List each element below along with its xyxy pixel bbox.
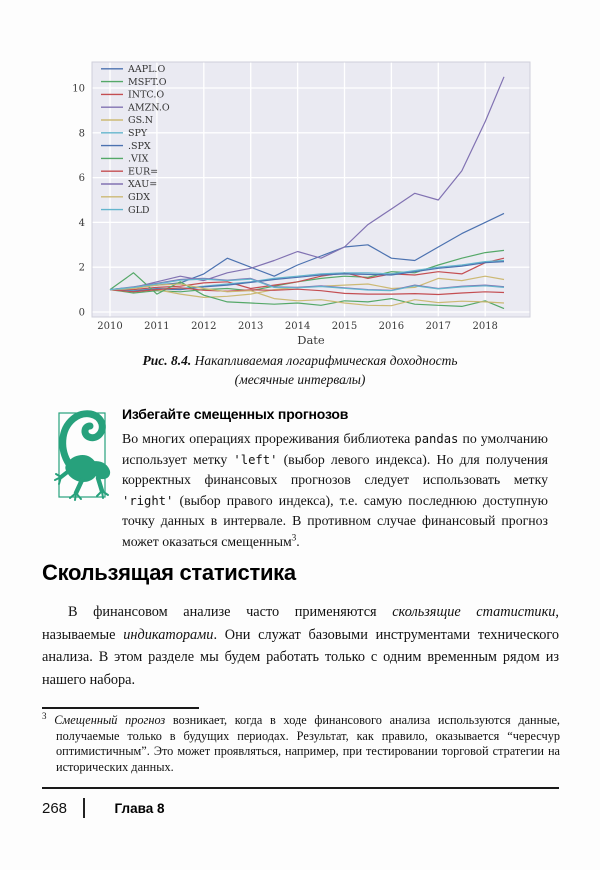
legend-label-AMZN.O: AMZN.O xyxy=(127,102,170,113)
page-footer: 268 Глава 8 xyxy=(42,795,559,821)
footnote: 3 Смещенный прогноз возникает, когда в х… xyxy=(42,710,561,774)
figure-caption: Рис. 8.4. Накапливаемая логарифмическая … xyxy=(0,351,600,389)
x-tick-label: 2015 xyxy=(332,321,357,332)
x-tick-label: 2016 xyxy=(379,321,404,332)
legend-label-AAPL.O: AAPL.O xyxy=(127,64,165,75)
cumulative-log-returns-chart: 2010 2011 2012 2013 2014 2015 2016 2017 2018 0 2 4 6… xyxy=(70,56,540,348)
lizard-icon-svg xyxy=(54,410,111,501)
y-tick-label: 10 xyxy=(72,84,85,95)
x-tick-label: 2014 xyxy=(285,321,310,332)
legend-label-GS.N: GS.N xyxy=(128,115,153,126)
figure-caption-line1: Рис. 8.4. Накапливаемая логарифмическая … xyxy=(0,351,600,370)
footnote-separator xyxy=(42,707,199,709)
legend-label-.VIX: .VIX xyxy=(128,154,149,165)
tip-content: Избегайте смещенных прогнозов Во многих … xyxy=(122,400,548,552)
x-tick-label: 2018 xyxy=(472,321,497,332)
figure-caption-text: Накапливаемая логарифмическая доходность xyxy=(191,353,458,368)
figure-caption-subtext: (месячные интервалы) xyxy=(234,372,366,387)
x-tick-label: 2013 xyxy=(238,321,263,332)
footer-separator-bar xyxy=(83,798,85,818)
series-line-.SPX xyxy=(109,261,505,292)
page-number: 268 xyxy=(42,799,68,817)
series-line-MSFT.O xyxy=(109,249,505,294)
y-tick-label: 8 xyxy=(79,128,85,139)
legend-label-SPY: SPY xyxy=(128,128,148,139)
tip-title: Избегайте смещенных прогнозов xyxy=(122,406,349,422)
y-tick-label: 2 xyxy=(79,263,85,274)
legend-label-INTC.O: INTC.O xyxy=(128,90,164,101)
figure-number: Рис. 8.4. xyxy=(142,353,192,368)
y-tick-label: 6 xyxy=(79,173,85,184)
y-tick-label: 4 xyxy=(79,218,85,229)
legend-label-EUR=: EUR= xyxy=(128,166,158,177)
legend-label-XAU=: XAU= xyxy=(128,179,157,190)
x-axis-label: Date xyxy=(297,333,325,347)
x-tick-label: 2017 xyxy=(426,321,451,332)
lizard-icon xyxy=(52,400,116,516)
legend-label-GDX: GDX xyxy=(128,192,150,203)
tip-box: Избегайте смещенных прогнозов Во многих … xyxy=(52,400,552,552)
legend-label-GLD: GLD xyxy=(128,205,150,216)
x-tick-label: 2011 xyxy=(144,321,169,332)
line-chart-svg: 2010 2011 2012 2013 2014 2015 2016 2017 2018 0 2 4 6… xyxy=(72,61,531,347)
legend-label-MSFT.O: MSFT.O xyxy=(128,77,167,88)
y-tick-label: 0 xyxy=(79,308,85,319)
body-paragraph: В финансовом анализе часто применяются с… xyxy=(42,604,560,688)
footer-rule xyxy=(42,787,559,789)
plot-frame xyxy=(91,61,531,318)
chapter-label: Глава 8 xyxy=(114,800,165,816)
series-line-EUR= xyxy=(109,287,505,296)
series-line-GLD xyxy=(109,278,505,292)
tip-body: Во многих операциях прореживания библиот… xyxy=(122,431,548,549)
x-tick-label: 2010 xyxy=(97,321,122,332)
series-line-AMZN.O xyxy=(109,76,505,291)
x-tick-label: 2012 xyxy=(191,321,216,332)
series-line-INTC.O xyxy=(110,257,505,291)
series-line-GDX xyxy=(109,283,505,307)
section-heading: Скользящая статистика xyxy=(42,560,296,585)
legend-label-.SPX: .SPX xyxy=(128,141,151,152)
